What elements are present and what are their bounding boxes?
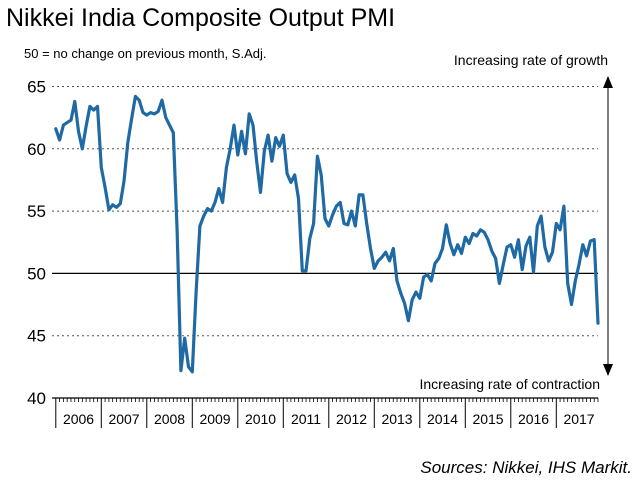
y-tick-label: 45 — [27, 327, 46, 346]
x-tick-label: 2010 — [245, 411, 276, 427]
x-tick-label: 2007 — [108, 411, 139, 427]
x-tick-label: 2012 — [336, 411, 367, 427]
x-tick-label: 2013 — [381, 411, 412, 427]
grid-layer — [52, 85, 598, 337]
y-tick-label: 55 — [27, 202, 46, 221]
series-layer — [54, 94, 600, 374]
x-tick-label: 2015 — [472, 411, 503, 427]
y-tick-label: 60 — [27, 140, 46, 159]
contraction-arrow-head — [603, 364, 613, 376]
x-tick-label: 2006 — [63, 411, 94, 427]
x-tick-label: 2011 — [291, 411, 321, 427]
growth-arrow-head — [603, 76, 613, 88]
y-tick-label: 40 — [27, 389, 46, 408]
x-tick-label: 2016 — [518, 411, 549, 427]
annotation-growth: Increasing rate of growth — [453, 52, 608, 68]
x-tick-label: 2008 — [154, 411, 185, 427]
chart-subtitle: 50 = no change on previous month, S.Adj. — [24, 46, 267, 61]
y-tick-label: 50 — [27, 264, 46, 283]
x-tick-label: 2009 — [199, 411, 230, 427]
axis-layer: 40 45 50 55 60 65 2006 2007 2008 2009 2010 2011 2012… — [27, 77, 599, 428]
arrow-layer — [603, 76, 613, 376]
source-note: Sources: Nikkei, IHS Markit. — [420, 458, 632, 477]
x-tick-label: 2014 — [427, 411, 458, 427]
y-tick-label: 65 — [27, 77, 46, 96]
chart-title: Nikkei India Composite Output PMI — [6, 4, 396, 32]
x-tick-label: 2017 — [563, 411, 594, 427]
pmi-series-line — [54, 94, 600, 374]
annotation-contraction: Increasing rate of contraction — [419, 376, 600, 392]
